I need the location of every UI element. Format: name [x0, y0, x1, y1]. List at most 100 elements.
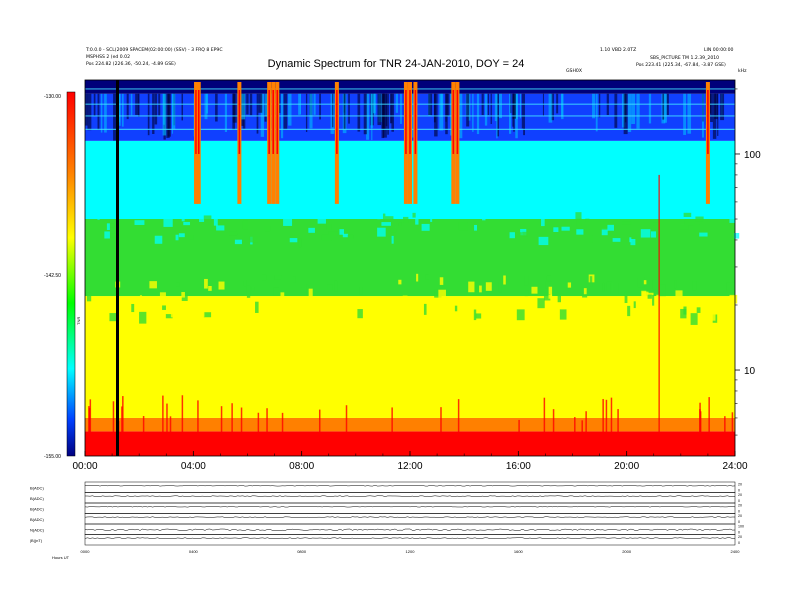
line-panel-tick-label: 0 — [738, 531, 740, 535]
spectrum-texture — [421, 223, 430, 231]
spectrum-texture — [178, 233, 185, 238]
x-tick-label: 24:00 — [722, 461, 747, 472]
spectrum-plot-area — [85, 80, 740, 456]
spectrum-texture — [548, 286, 553, 297]
spectrum-streak — [433, 93, 436, 123]
line-panel-frame — [84, 492, 736, 504]
spectrum-spike — [197, 400, 199, 456]
spectrum-texture — [430, 213, 433, 222]
line-panel-tick-label: 20 — [738, 535, 742, 539]
spectrum-spike — [89, 399, 92, 456]
spectrum-texture — [610, 282, 619, 295]
spectrum-texture — [434, 289, 442, 298]
line-panel-label: N(ADC) — [30, 527, 45, 532]
spectrum-streak — [512, 93, 517, 119]
x-tick-label: 16:00 — [506, 461, 531, 472]
spectrum-streak — [104, 93, 107, 133]
spectrum-texture — [522, 231, 528, 237]
spectrum-texture — [474, 224, 477, 231]
spectrum-texture — [497, 305, 506, 312]
line-panel-x-tick-label: 0400 — [189, 549, 199, 554]
spectrum-streak — [595, 93, 598, 132]
spectrum-spike — [552, 409, 555, 456]
spectrum-streak — [592, 93, 596, 119]
spectrum-texture — [583, 288, 587, 295]
radio-burst-core — [238, 90, 241, 154]
spectrum-texture — [640, 229, 651, 238]
y-tick-label: 10 — [744, 366, 756, 377]
spectrum-spike — [731, 412, 734, 456]
spectrum-texture — [204, 278, 208, 289]
spectrum-streak — [551, 93, 554, 121]
spectrum-band-yellow — [85, 296, 735, 418]
spectrum-texture — [285, 311, 288, 319]
spectrum-texture — [289, 238, 298, 243]
spectrum-streak — [509, 93, 512, 134]
spectrum-texture — [339, 229, 345, 235]
spectrum-texture — [615, 309, 620, 314]
spectrum-streak — [232, 93, 237, 123]
spectrum-streak — [510, 93, 512, 114]
spectrum-streak — [400, 93, 402, 124]
spectrum-spike — [602, 398, 604, 456]
spectrum-texture — [183, 221, 190, 226]
y-tick-label: 100 — [744, 150, 761, 161]
spectrum-texture — [327, 284, 333, 291]
spectrum-texture — [243, 280, 247, 287]
spectrum-spike — [585, 411, 587, 456]
spectrum-texture — [659, 284, 666, 297]
header-right-b1: SBS_PICTURE TM 1.2.39_2010 — [650, 56, 720, 61]
spectrum-streak — [648, 93, 652, 124]
spectrum-texture — [524, 290, 529, 297]
spectrum-texture — [556, 301, 565, 310]
x-tick-label: 08:00 — [289, 461, 314, 472]
spectrum-texture — [629, 237, 632, 243]
spectrum-spike — [162, 395, 164, 456]
colorbar-tick-label: -142.50 — [44, 273, 61, 279]
spectrum-spike — [88, 408, 91, 456]
line-panel-frame — [84, 534, 736, 546]
spectrum-texture — [576, 218, 582, 226]
spectrum-texture — [391, 235, 394, 244]
spectrum-texture — [513, 311, 516, 320]
colorbar-label: TNR — [76, 317, 81, 325]
spectrum-streak — [100, 93, 103, 133]
interference-spike — [658, 174, 660, 456]
spectrum-texture — [221, 302, 226, 310]
spectrum-texture — [653, 222, 660, 226]
spectrum-streak — [147, 93, 150, 136]
spectrum-streak — [439, 93, 444, 131]
radio-burst-core — [272, 90, 275, 154]
spectrum-spike — [181, 395, 184, 456]
spectrum-texture — [674, 280, 677, 289]
spectrum-texture — [538, 236, 549, 246]
spectrum-texture — [385, 313, 393, 326]
x-tick-label: 00:00 — [72, 461, 97, 472]
spectrum-texture — [589, 235, 593, 243]
spectrum-streak — [288, 93, 292, 126]
line-panel-trace — [84, 484, 736, 487]
x-tick-label: 20:00 — [614, 461, 639, 472]
spectrum-texture — [403, 216, 409, 223]
line-panel-tick-label: 20 — [738, 483, 742, 487]
spectrum-texture — [607, 224, 614, 231]
spectrum-texture — [701, 299, 708, 308]
spectrum-texture — [381, 222, 391, 226]
spectrum-spike — [166, 403, 168, 456]
spectrum-texture — [105, 313, 113, 320]
spectrum-spike — [257, 412, 260, 456]
spectrum-texture — [537, 298, 545, 309]
spectrum-streak — [476, 93, 480, 135]
spectrum-texture — [557, 295, 561, 303]
spectrum-streak — [484, 93, 488, 126]
spectrum-streak — [172, 93, 176, 130]
spectrum-spike — [391, 407, 393, 456]
spectrum-spike — [112, 401, 115, 456]
spectrum-texture — [372, 314, 375, 322]
spectrum-texture — [680, 308, 687, 319]
line-panel-tick-label: 0 — [738, 510, 740, 514]
spectrum-streak — [720, 93, 725, 121]
spectrum-texture — [273, 287, 279, 296]
spectrum-band-green — [85, 219, 735, 297]
spectrum-streak — [623, 93, 628, 135]
